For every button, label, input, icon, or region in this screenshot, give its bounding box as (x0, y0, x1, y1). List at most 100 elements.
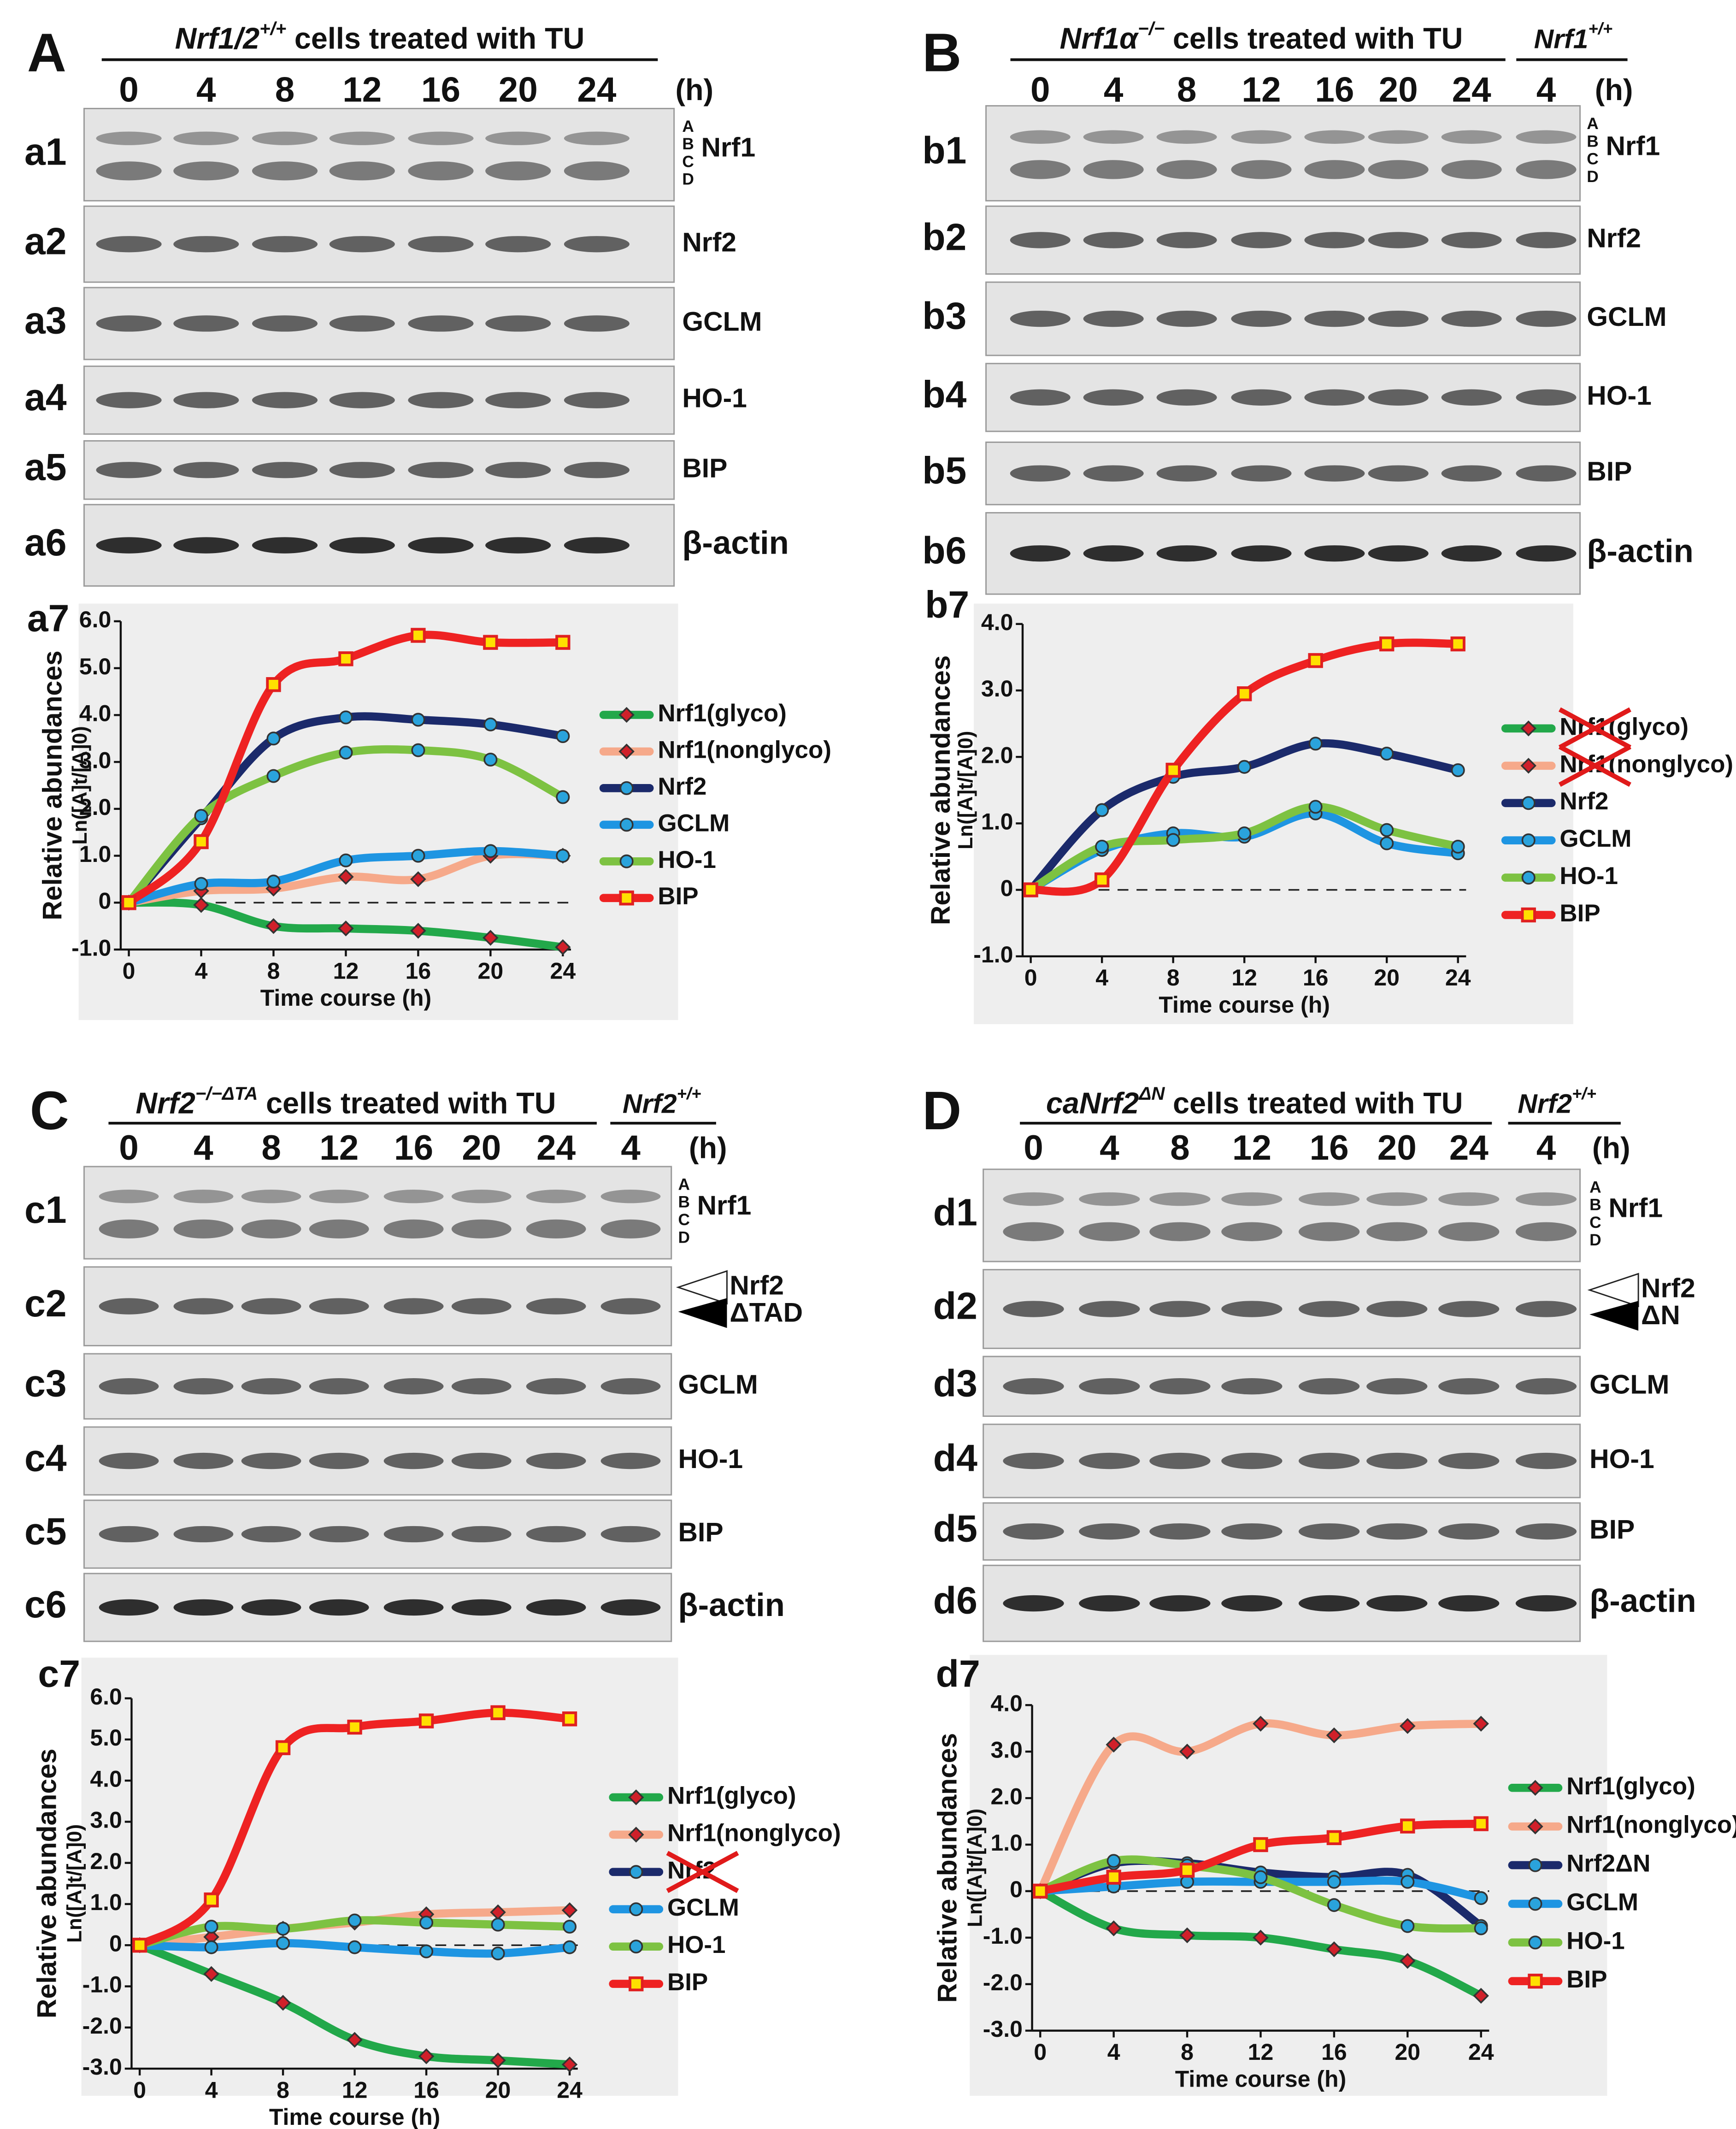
blot-band (1149, 1452, 1211, 1469)
legend-label: Nrf2ΔN (1566, 1850, 1650, 1877)
legend-marker (1527, 1780, 1543, 1796)
data-point (347, 1913, 362, 1928)
row-name: BIP (678, 1517, 723, 1547)
blot-band (451, 1219, 512, 1238)
blot-band (485, 131, 551, 145)
data-point (1451, 763, 1465, 778)
data-point (1179, 1744, 1195, 1760)
cross-out (666, 1851, 739, 1893)
y-tick-label: 0 (1010, 1876, 1023, 1902)
blot-band (1304, 160, 1365, 179)
row-label: a5 (24, 446, 67, 489)
lane-label: 24 (1449, 1128, 1489, 1168)
row-name: GCLM (682, 307, 762, 336)
row-label: b1 (922, 129, 966, 171)
y-tick-label: 2.0 (981, 742, 1013, 768)
lane-label: 8 (261, 1128, 281, 1168)
panel-header: Nrf1α−/− cells treated with TU (1060, 18, 1463, 55)
data-point (555, 939, 571, 955)
blot-band (1368, 545, 1429, 562)
data-point (1106, 1920, 1122, 1936)
data-point (490, 2052, 506, 2069)
chart-label: a7 (27, 597, 70, 640)
blot-band (329, 236, 395, 253)
x-tick-label: 20 (1374, 965, 1400, 991)
data-point (1380, 823, 1394, 837)
x-tick-label: 24 (1468, 2039, 1494, 2065)
blot-band (451, 1298, 512, 1315)
blot-band (96, 392, 162, 408)
blot-band (1156, 232, 1217, 248)
data-point (556, 790, 570, 804)
blot-band (1079, 1222, 1140, 1241)
blot-band (1515, 1595, 1577, 1612)
blot-band (600, 1526, 661, 1543)
x-tick-label: 4 (205, 2077, 218, 2103)
row-label: d3 (933, 1362, 977, 1404)
data-point (410, 923, 426, 939)
blot-band (1516, 310, 1577, 327)
blot-band (1441, 232, 1502, 248)
row-name: Nrf2 (1641, 1273, 1695, 1303)
data-point (1308, 800, 1323, 814)
row-label: c3 (24, 1362, 67, 1404)
legend-label: Nrf1(glyco) (667, 1782, 796, 1809)
legend-label: GCLM (658, 809, 730, 837)
blot-band (329, 131, 395, 145)
blot-band (1438, 1378, 1500, 1395)
row-name: Nrf1 (697, 1191, 752, 1221)
blot-band (1079, 1378, 1140, 1395)
data-point (411, 628, 426, 643)
blot-band (564, 462, 630, 478)
data-point (1326, 1941, 1342, 1958)
chart-label: d7 (936, 1652, 980, 1695)
panel-letter: C (30, 1080, 69, 1141)
blot-band (1231, 310, 1292, 327)
blot-band (383, 1189, 444, 1203)
blot-band (1441, 160, 1502, 179)
data-point (483, 930, 499, 946)
y-tick-label: -1.0 (71, 935, 111, 961)
legend-marker (1528, 1897, 1542, 1911)
blot-band (96, 131, 162, 145)
data-point (483, 635, 498, 650)
data-point (1326, 1830, 1342, 1846)
blot-band (408, 131, 474, 145)
panel-header: Nrf1+/+ (1534, 19, 1612, 53)
blot-band (564, 537, 630, 554)
blot-band (1304, 130, 1365, 144)
lane-label: 4 (1536, 70, 1556, 109)
blot-band (252, 537, 318, 554)
blot-band (485, 462, 551, 478)
legend-marker (619, 854, 634, 868)
x-axis-label: Time course (h) (269, 2104, 441, 2129)
blot-band (173, 161, 239, 181)
data-point (121, 895, 136, 910)
blot-band (173, 131, 239, 145)
data-point (411, 743, 425, 757)
data-point (1308, 653, 1323, 668)
y-tick-label: -3.0 (983, 2016, 1023, 2042)
blot-band (173, 1378, 234, 1395)
data-point (1106, 1870, 1121, 1885)
blot-band (1003, 1222, 1064, 1241)
x-axis-label: Time course (h) (260, 985, 432, 1011)
blot-band (1221, 1222, 1283, 1241)
data-point (194, 877, 208, 891)
blot-band (1438, 1452, 1500, 1469)
arrow-filled (1589, 1301, 1639, 1331)
row-label: a6 (24, 521, 67, 564)
arrow-open (676, 1270, 728, 1305)
blot-band (564, 315, 630, 332)
x-tick-label: 12 (333, 958, 359, 984)
blot-band (1003, 1301, 1064, 1317)
x-tick-label: 4 (1107, 2039, 1120, 2065)
blot-band (1515, 1192, 1577, 1206)
row-label: a2 (24, 220, 67, 263)
data-point (266, 731, 281, 746)
x-tick-label: 16 (1321, 2039, 1347, 2065)
legend-marker (1528, 1974, 1543, 1989)
panel-header: Nrf1/2+/+ cells treated with TU (175, 18, 585, 55)
blot-band (1149, 1301, 1211, 1317)
